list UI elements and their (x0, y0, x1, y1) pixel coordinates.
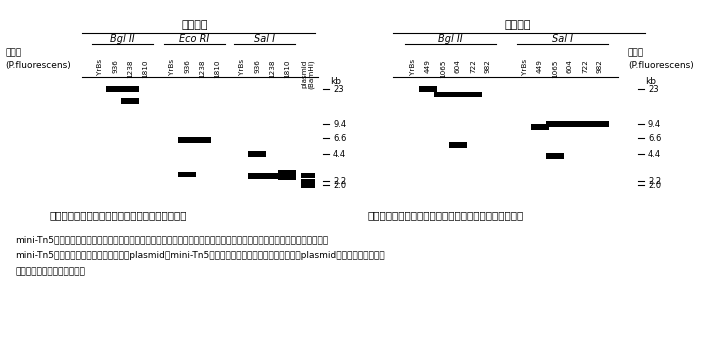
Text: 9.4: 9.4 (648, 120, 661, 129)
FancyBboxPatch shape (449, 92, 467, 97)
Text: 6.6: 6.6 (648, 133, 661, 143)
Text: 菌株名
(P.fluorescens): 菌株名 (P.fluorescens) (5, 48, 70, 70)
FancyBboxPatch shape (546, 121, 564, 127)
Text: 722: 722 (470, 59, 476, 73)
Text: 936: 936 (184, 59, 190, 73)
FancyBboxPatch shape (248, 174, 266, 179)
Text: 1238: 1238 (127, 59, 133, 78)
Text: YrBs: YrBs (239, 59, 245, 75)
Text: 6.6: 6.6 (333, 133, 346, 143)
Text: 2.0: 2.0 (648, 181, 661, 189)
Text: Bgl II: Bgl II (110, 34, 135, 44)
Text: 449: 449 (537, 59, 543, 73)
Text: 1238: 1238 (199, 59, 205, 78)
Text: 制限酵素: 制限酵素 (505, 20, 532, 30)
FancyBboxPatch shape (301, 183, 315, 187)
FancyBboxPatch shape (193, 137, 211, 143)
Text: 982: 982 (485, 59, 491, 73)
Text: Bgl II: Bgl II (439, 34, 462, 44)
FancyBboxPatch shape (561, 121, 579, 127)
FancyBboxPatch shape (248, 151, 266, 157)
Text: 図２　蛍光物質、シアン化合物非生産株のオートグラム: 図２ 蛍光物質、シアン化合物非生産株のオートグラム (368, 210, 525, 220)
Text: mini-Tn5が挿入されていることを示す。plasmidはmini-Tn5を含んでいるので対照として用いた（plasmidの存在形態により、: mini-Tn5が挿入されていることを示す。plasmidはmini-Tn5を含… (15, 251, 385, 261)
Text: 982: 982 (597, 59, 603, 73)
FancyBboxPatch shape (531, 124, 549, 129)
Text: YrBs: YrBs (410, 59, 416, 75)
Text: YrBs: YrBs (97, 59, 103, 75)
Text: YrBs: YrBs (522, 59, 528, 75)
Text: 1065: 1065 (440, 59, 446, 78)
FancyBboxPatch shape (301, 179, 315, 184)
FancyBboxPatch shape (278, 170, 296, 175)
Text: 2.2: 2.2 (333, 177, 346, 186)
Text: 9.4: 9.4 (333, 120, 346, 129)
Text: 菌株名
(P.fluorescens): 菌株名 (P.fluorescens) (628, 48, 694, 70)
Text: kb: kb (330, 76, 341, 86)
Text: plasmid
(BamHI): plasmid (BamHI) (301, 59, 314, 89)
Text: 1238: 1238 (269, 59, 275, 78)
Text: 制限酵素: 制限酵素 (182, 20, 208, 30)
FancyBboxPatch shape (464, 92, 482, 97)
FancyBboxPatch shape (178, 137, 196, 143)
Text: 2.0: 2.0 (333, 181, 346, 189)
Text: ３本のバンドが見られる）。: ３本のバンドが見られる）。 (15, 268, 85, 276)
FancyBboxPatch shape (121, 98, 139, 104)
FancyBboxPatch shape (278, 174, 296, 180)
Text: 4.4: 4.4 (648, 150, 661, 158)
Text: 1810: 1810 (142, 59, 148, 78)
Text: 23: 23 (333, 85, 343, 93)
Text: 449: 449 (425, 59, 431, 73)
FancyBboxPatch shape (434, 92, 452, 97)
Text: 図１　ピロールニトリン非生産株のオートグラム: 図１ ピロールニトリン非生産株のオートグラム (50, 210, 188, 220)
Text: kb: kb (645, 76, 656, 86)
Text: 604: 604 (455, 59, 461, 73)
FancyBboxPatch shape (449, 143, 467, 148)
Text: 604: 604 (567, 59, 573, 73)
FancyBboxPatch shape (546, 153, 564, 159)
Text: Sal I: Sal I (552, 34, 573, 44)
Text: 23: 23 (648, 85, 658, 93)
Text: 4.4: 4.4 (333, 150, 346, 158)
FancyBboxPatch shape (106, 86, 124, 92)
Text: 2.2: 2.2 (648, 177, 661, 186)
Text: Eco RI: Eco RI (179, 34, 209, 44)
FancyBboxPatch shape (121, 86, 139, 92)
Text: mini-Tn5をプローブとして検出した。親株ではバンドが検出されないが、変異株ではそれぞれに１本のバンドが確認され、: mini-Tn5をプローブとして検出した。親株ではバンドが検出されないが、変異株… (15, 236, 328, 245)
FancyBboxPatch shape (263, 174, 281, 179)
FancyBboxPatch shape (576, 121, 594, 127)
Text: 936: 936 (112, 59, 118, 73)
Text: 722: 722 (582, 59, 588, 73)
Text: Sal I: Sal I (254, 34, 275, 44)
Text: 1810: 1810 (214, 59, 220, 78)
Text: 1065: 1065 (552, 59, 558, 78)
Text: 1810: 1810 (284, 59, 290, 78)
Text: YrBs: YrBs (169, 59, 175, 75)
FancyBboxPatch shape (178, 172, 196, 178)
FancyBboxPatch shape (419, 86, 437, 92)
Text: 936: 936 (254, 59, 260, 73)
FancyBboxPatch shape (591, 121, 609, 127)
FancyBboxPatch shape (301, 173, 315, 178)
